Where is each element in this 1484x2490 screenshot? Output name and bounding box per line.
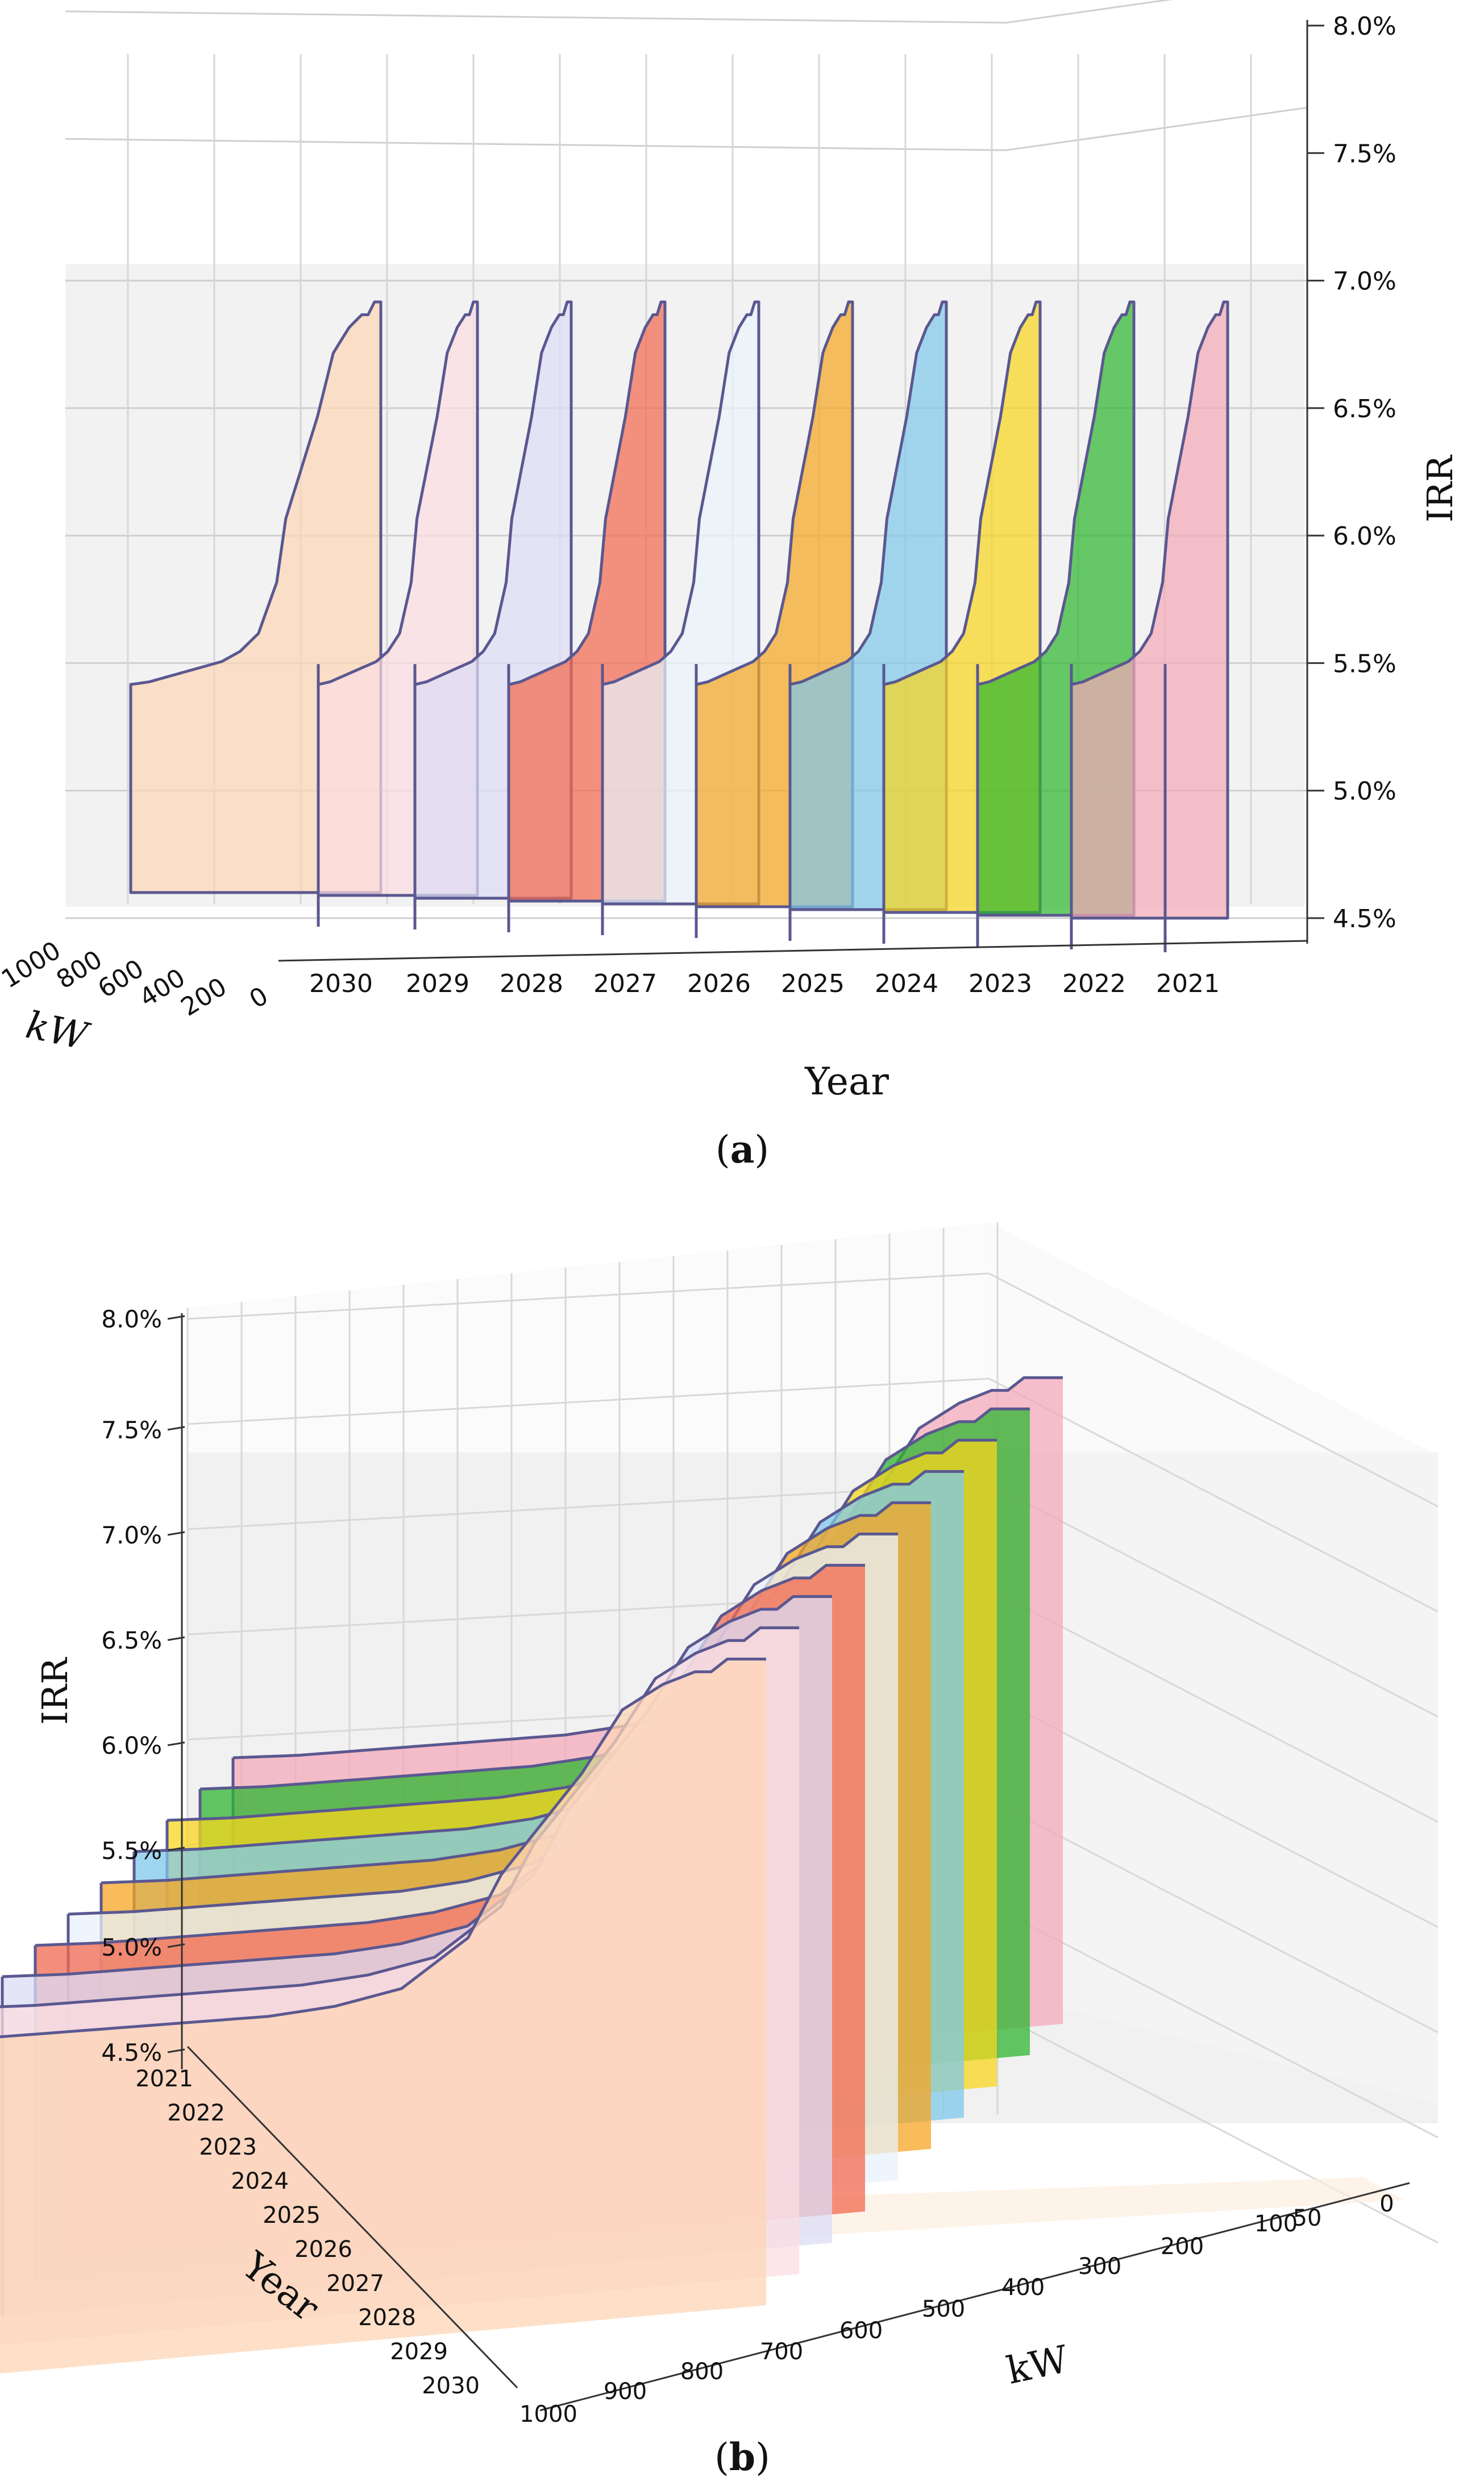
panel-b-h-gridline-right	[988, 1483, 1439, 1718]
panel-b-kw-tick-label: 500	[922, 2296, 965, 2322]
panel-a-irr-tick-label: 5.5%	[1333, 649, 1396, 678]
panel-a-year-tick-label: 2027	[593, 969, 657, 998]
panel-a-caption: (a)	[716, 1127, 769, 1172]
panel-b-year-axis-line	[186, 2045, 518, 2389]
panel-b-h-gridline-right	[988, 1903, 1439, 2139]
panel-b-h-gridline-right	[988, 1588, 1439, 1823]
panel-b-h-gridline-right	[988, 2008, 1439, 2244]
panel-b-h-gridline-right	[988, 1693, 1439, 1928]
panel-a-irr-tick-label: 7.5%	[1333, 139, 1396, 168]
panel-b-irr-tick	[167, 1943, 185, 1948]
panel-b-h-gridline	[187, 1272, 990, 1320]
panel-a-year-tick-label: 2025	[781, 969, 845, 998]
panel-b-year-tick-label: 2030	[422, 2373, 480, 2399]
panel-b-chart: 4.5%5.0%5.5%6.0%6.5%7.0%7.5%8.0%10009008…	[0, 1222, 1439, 2479]
panel-b-series-group	[0, 1376, 1063, 2374]
panel-b-h-gridline	[187, 1377, 990, 1425]
panel-a-irr-tick-label: 5.0%	[1333, 777, 1396, 806]
panel-b-kw-tick-label: 200	[1161, 2234, 1204, 2260]
panel-b-year-tick-label: 2022	[167, 2100, 225, 2126]
panel-a-year-tick-label: 2028	[500, 969, 563, 998]
panel-b-irr-tick-label: 7.0%	[101, 1521, 162, 1549]
panel-b-h-gridline-right	[988, 1377, 1439, 1613]
panel-a-irr-axis-title: IRR	[1419, 454, 1461, 522]
panel-b-year-tick-label: 2027	[326, 2271, 384, 2297]
panel-b-irr-tick-label: 6.0%	[101, 1732, 162, 1759]
panel-b-year-tick-label: 2025	[263, 2202, 321, 2228]
panel-b-kw-tick-label: 800	[680, 2359, 724, 2385]
panel-b-kw-axis-line	[539, 2182, 1410, 2412]
panel-b-year-tick-label: 2026	[294, 2236, 352, 2263]
panel-b-irr-tick-label: 7.5%	[101, 1416, 162, 1444]
panel-a-series-group	[129, 300, 1229, 952]
panel-a-year-tick-label: 2029	[406, 969, 469, 998]
panel-b-irr-tick-label: 5.0%	[101, 1933, 162, 1961]
panel-b-irr-tick	[167, 1741, 185, 1746]
panel-b-h-gridline-right	[988, 1272, 1439, 1508]
panel-a-year-tick-label: 2026	[687, 969, 751, 998]
panel-a-irr-tick-label: 8.0%	[1333, 12, 1396, 41]
panel-b-h-gridline-right	[988, 1798, 1439, 2034]
panel-b-kw-axis-title: kW	[1003, 2337, 1073, 2393]
panel-b-kw-tick-label: 300	[1078, 2254, 1121, 2280]
panel-b-caption: (b)	[714, 2435, 770, 2479]
panel-b-kw-tick-label: 400	[1001, 2275, 1045, 2301]
panel-a-kw-axis-title: kW	[22, 1003, 94, 1059]
panel-b-irr-tick	[167, 2048, 185, 2053]
panel-a-year-axis-line	[278, 940, 1308, 962]
panel-a-irr-tick-label: 6.5%	[1333, 395, 1396, 424]
panel-a-year-tick-label: 2024	[875, 969, 938, 998]
panel-b-irr-tick-label: 8.0%	[101, 1305, 162, 1333]
panel-b-irr-axis-title: IRR	[34, 1657, 76, 1725]
panel-a-year-tick-label: 2021	[1156, 969, 1220, 998]
panel-a-h-gridline	[1005, 106, 1308, 151]
panel-b-irr-tick	[167, 1636, 185, 1641]
panel-b-kw-tick-label: 900	[604, 2379, 647, 2405]
panel-b-kw-tick-label: 0	[1379, 2191, 1394, 2217]
panel-a-irr-tick-label: 4.5%	[1333, 904, 1396, 933]
panel-b-irr-tick-label: 4.5%	[101, 2039, 162, 2066]
panel-b-year-tick-label: 2029	[390, 2339, 448, 2365]
panel-b-irr-tick-label: 6.5%	[101, 1626, 162, 1654]
panel-b-irr-tick	[167, 1315, 185, 1320]
panel-a-year-tick-label: 2030	[309, 969, 373, 998]
panel-a-year-tick-label: 2022	[1062, 969, 1126, 998]
panel-a-year-axis-title: Year	[804, 1060, 889, 1103]
panel-a-chart: 4.5% 5.0% 5.5% 6.0% 6.5% 7.0% 7.5% 8.0% 2030 2029…	[0, 0, 1461, 1172]
panel-a-kw-tick-label: 0	[244, 981, 273, 1014]
panel-b-year-tick-label: 2023	[199, 2134, 257, 2160]
panel-a-h-gridline	[65, 10, 1007, 24]
panel-b-kw-tick-label: 700	[760, 2339, 803, 2365]
panel-b-kw-tick-label: 1000	[519, 2401, 577, 2427]
panel-b-kw-tick-label: 600	[839, 2318, 883, 2344]
panel-a-h-gridline	[65, 138, 1007, 151]
panel-b-right-pane	[989, 1222, 1438, 2103]
panel-b-year-tick-label: 2024	[231, 2168, 289, 2194]
panel-b-irr-tick	[167, 1846, 185, 1852]
panel-b-series-line-2030	[0, 1657, 767, 2039]
panel-b-irr-tick-label: 5.5%	[101, 1837, 162, 1865]
panel-a-irr-tick-label: 7.0%	[1333, 267, 1396, 296]
panel-a-irr-tick-label: 6.0%	[1333, 522, 1396, 551]
panel-b-irr-tick	[167, 1426, 185, 1431]
panel-a-series-area-2021	[1070, 300, 1229, 920]
panel-b-year-tick-label: 2028	[358, 2305, 416, 2331]
panel-a-h-gridline	[1005, 0, 1173, 24]
panel-b-year-tick-label: 2021	[135, 2066, 193, 2092]
panel-b-ticks: 4.5%5.0%5.5%6.0%6.5%7.0%7.5%8.0%10009008…	[101, 1305, 1410, 2427]
panel-b-series-area-2030	[0, 1659, 766, 2374]
panel-b-upper-pane	[188, 1222, 989, 1453]
panel-b-kw-tick-label: 100	[1254, 2211, 1298, 2237]
panel-b-irr-tick	[167, 1531, 185, 1536]
panel-a-year-tick-label: 2023	[968, 969, 1032, 998]
panel-a-kw-tick-label: 1000	[0, 936, 66, 994]
panel-b-kw-tick-label: 50	[1293, 2205, 1322, 2231]
